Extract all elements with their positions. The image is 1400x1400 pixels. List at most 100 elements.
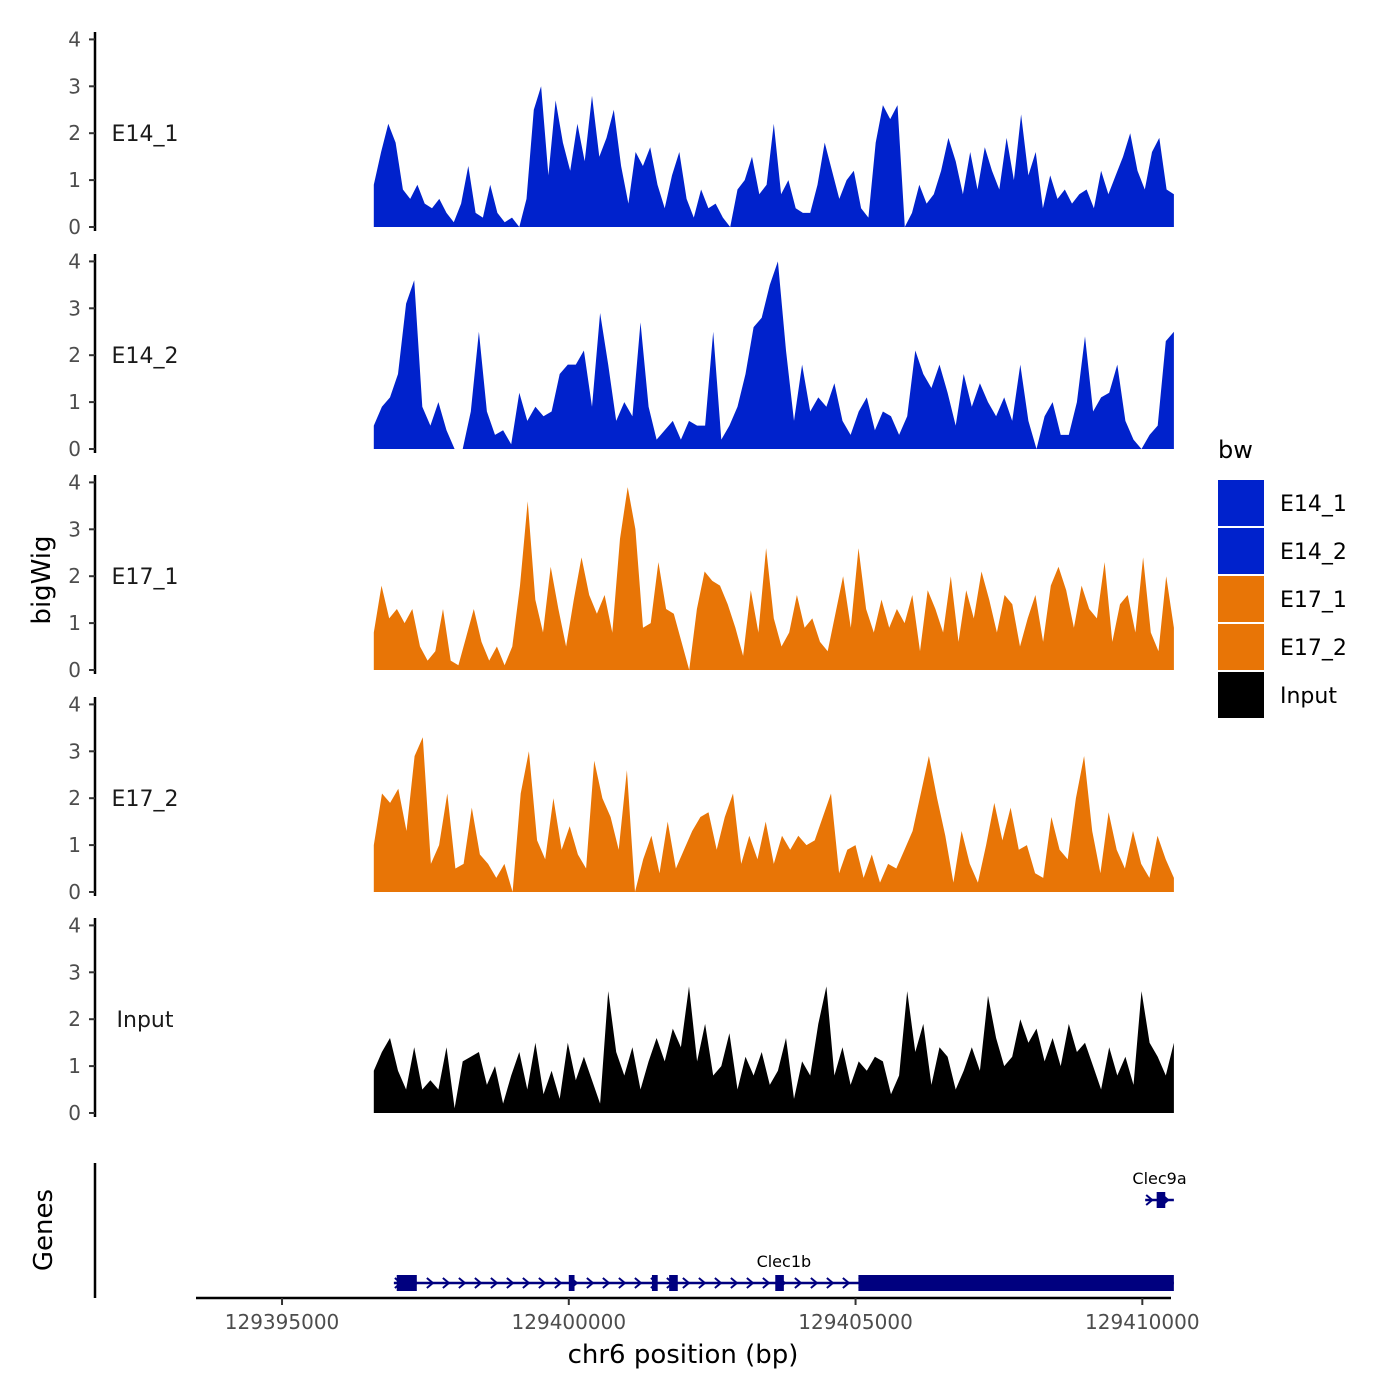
legend-swatch [1218,576,1264,622]
strand-arrow [634,1277,643,1289]
gene-clec9a: Clec9a [1132,1169,1187,1208]
y-tick-label: 1 [68,1054,81,1078]
track-label-e14-2: E14_2 [112,344,179,369]
y-tick-label: 1 [68,168,81,192]
y-tick-label: 4 [68,27,81,51]
coverage-area-input [373,986,1174,1113]
x-tick-label: 129410000 [1085,1310,1200,1334]
strand-arrow [810,1277,819,1289]
y-tick-label: 3 [68,74,81,98]
y-tick-label: 1 [68,611,81,635]
y-tick-label: 0 [68,880,81,904]
y-tick-label: 1 [68,390,81,414]
legend-swatch [1218,672,1264,718]
y-tick-label: 2 [68,343,81,367]
y-tick-label: 3 [68,739,81,763]
y-tick-label: 0 [68,658,81,682]
x-axis: 129395000 129400000 129405000 129410000 chr… [196,1296,1200,1370]
strand-arrow [490,1277,499,1289]
exon-block [858,1275,1174,1291]
legend-swatch [1218,528,1264,574]
y-tick-label: 0 [68,1101,81,1125]
track-panels: 0 1 2 3 4 E14_1 0 1 2 3 4 E14_2 0 1 2 3 4 E17_1 0 1 2 3 4 E17_2… [68,27,1174,1125]
legend-label: E14_1 [1280,492,1347,517]
y-tick-label: 3 [68,296,81,320]
exon-block [568,1275,575,1291]
legend-swatch [1218,624,1264,670]
y-tick-label: 3 [68,517,81,541]
legend-items: E14_1 E14_2 E17_1 E17_2 Input [1218,480,1347,718]
legend-entry-input: Input [1218,672,1337,718]
legend-swatch [1218,480,1264,526]
y-axis-title: bigWig [27,535,57,624]
strand-arrow [730,1277,739,1289]
strand-arrow [602,1277,611,1289]
gene-label-clec1b: Clec1b [757,1252,812,1271]
track-label-e17-1: E17_1 [112,565,179,590]
gene-track: Clec1b Clec9a Genes [29,1163,1187,1298]
exon-block [775,1275,784,1291]
y-tick-label: 0 [68,437,81,461]
y-tick-label: 3 [68,960,81,984]
x-tick-label: 129405000 [798,1310,913,1334]
y-tick-label: 4 [68,470,81,494]
y-tick-label: 0 [68,215,81,239]
legend-entry-e17-2: E17_2 [1218,624,1347,670]
y-tick-label: 2 [68,1007,81,1031]
strand-arrow [746,1277,755,1289]
exon-block [669,1275,678,1291]
legend: bw E14_1 E14_2 E17_1 E17_2 Input [1218,436,1347,718]
x-tick-label: 129395000 [225,1310,340,1334]
strand-arrow [538,1277,547,1289]
strand-arrow [618,1277,627,1289]
gene-label-clec9a: Clec9a [1132,1169,1186,1188]
x-axis-title: chr6 position (bp) [568,1340,799,1370]
y-tick-label: 2 [68,786,81,810]
strand-arrow [442,1277,451,1289]
y-tick-label: 4 [68,249,81,273]
coverage-area-e14-1 [373,86,1174,227]
legend-entry-e17-1: E17_1 [1218,576,1347,622]
gene-clec1b: Clec1b [393,1252,1174,1291]
exon-block [651,1275,658,1291]
strand-arrow [794,1277,803,1289]
strand-arrow [458,1277,467,1289]
legend-title: bw [1218,436,1253,464]
y-tick-label: 4 [68,692,81,716]
track-panel-e17-1: 0 1 2 3 4 E17_1 [68,470,1174,682]
track-label-input: Input [117,1008,174,1033]
track-panel-e14-2: 0 1 2 3 4 E14_2 [68,249,1174,461]
strand-arrow [474,1277,483,1289]
y-tick-label: 4 [68,913,81,937]
strand-arrow [522,1277,531,1289]
strand-arrow [714,1277,723,1289]
track-label-e14-1: E14_1 [112,122,179,147]
strand-arrow [506,1277,515,1289]
legend-entry-e14-1: E14_1 [1218,480,1347,526]
legend-label: E17_1 [1280,588,1347,613]
exon-block [1156,1192,1166,1208]
strand-arrow [698,1277,707,1289]
strand-arrow [762,1277,771,1289]
strand-arrow [426,1277,435,1289]
track-panel-e17-2: 0 1 2 3 4 E17_2 [68,692,1174,904]
coverage-area-e14-2 [373,261,1174,449]
x-tick-label: 129400000 [512,1310,627,1334]
coverage-area-e17-1 [373,487,1174,670]
strand-arrow [1145,1194,1154,1206]
y-tick-label: 2 [68,564,81,588]
strand-arrow [586,1277,595,1289]
y-tick-label: 2 [68,121,81,145]
legend-label: E17_2 [1280,636,1347,661]
legend-entry-e14-2: E14_2 [1218,528,1347,574]
coverage-area-e17-2 [373,737,1174,892]
track-label-e17-2: E17_2 [112,787,179,812]
strand-arrow [682,1277,691,1289]
track-panel-e14-1: 0 1 2 3 4 E14_1 [68,27,1174,239]
strand-arrow [842,1277,851,1289]
x-axis-ticks: 129395000 129400000 129405000 129410000 [225,1298,1200,1334]
exon-block [396,1275,417,1291]
strand-arrow [826,1277,835,1289]
strand-arrow [554,1277,563,1289]
